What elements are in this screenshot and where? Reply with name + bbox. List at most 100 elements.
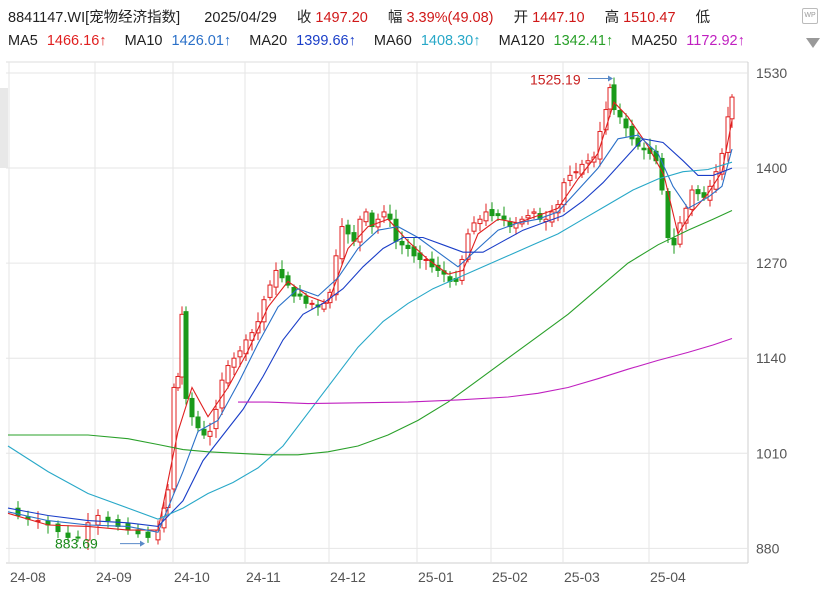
header-bar: 8841147.WI[宠物经济指数] 2025/04/29 收 1497.20 … [8,6,710,28]
candle-body [189,397,195,418]
ma10-value: 1426.01↑ [171,33,232,49]
ma250-value: 1172.92↑ [686,33,745,49]
candle-body [729,96,735,120]
candle-body [405,244,411,250]
ma120-label: MA120 [498,33,545,49]
candle-body [195,416,201,429]
ma-line-ma20 [7,138,733,527]
candle-body [65,532,71,538]
candle-body [95,514,101,526]
candle-body [273,269,279,288]
candle-body [175,375,181,389]
candle-body [701,192,707,198]
ma5-label: MA5 [8,33,38,49]
max-price-label: 1525.19 [530,71,581,87]
quote-date: 2025/04/29 [204,10,277,26]
ma60-label: MA60 [373,33,412,49]
candle-body [321,302,327,310]
y-tick-label: 1270 [756,255,787,271]
candle-body [171,386,177,490]
high-value: 1510.47 [623,10,676,26]
y-tick-label: 1400 [756,160,787,176]
candle-body [225,365,231,384]
max-annotation-arrow [608,75,613,82]
candle-body [525,215,531,219]
candle-body [75,536,81,539]
triangle-down-icon[interactable] [806,38,820,48]
candle-body [537,213,543,220]
y-tick-label: 1010 [756,445,787,461]
candle-body [231,357,237,368]
candle-body [629,125,635,140]
candle-body [459,258,465,281]
candle-body [369,212,375,228]
candle-body [549,211,555,223]
ma-legend: MA5 1466.16↑ MA10 1426.01↑ MA20 1399.66↑… [8,33,745,55]
candle-body [285,275,291,286]
x-tick-label: 25-04 [650,569,686,585]
y-tick-label: 1140 [756,350,786,366]
high-label: 高 [604,10,620,26]
min-price-label: 883.69 [55,536,98,552]
candle-body [333,255,339,296]
candle-body [591,156,597,163]
x-tick-label: 24-11 [246,569,281,585]
candle-body [297,293,303,297]
ma-line-ma120 [8,209,733,456]
candle-body [671,237,677,246]
candle-body [689,189,695,210]
candle-body [617,110,623,118]
candle-body [683,207,689,224]
candle-body [607,87,613,110]
ma20-label: MA20 [249,33,288,49]
ma-line-ma10 [7,134,733,533]
candle-body [115,519,121,527]
candle-body [489,209,495,217]
candle-body [105,516,111,522]
watermark-icon: WP [802,8,818,24]
ma5-value: 1466.16↑ [46,33,107,49]
candle-body [201,428,207,436]
low-label: 低 [695,10,711,26]
y-tick-label: 880 [756,540,780,556]
candle-body [417,252,423,260]
candle-body [303,295,309,304]
candle-body [55,523,61,533]
candle-body [213,408,219,430]
index-code: 8841147.WI[宠物经济指数] [8,10,181,26]
candle-body [477,218,483,225]
candle-body [567,174,573,181]
min-annotation-arrow [140,540,145,547]
ma20-value: 1399.66↑ [296,33,356,49]
candle-body [531,211,537,214]
close-value: 1497.20 [315,10,368,26]
candle-body [309,302,315,305]
candle-body [659,157,665,191]
candle-body [381,211,387,218]
x-tick-label: 25-02 [492,569,528,585]
x-tick-label: 25-03 [564,569,600,585]
panel-edge-handle [0,88,8,168]
candle-body [483,211,489,222]
open-value: 1447.10 [532,10,585,26]
candle-body [179,313,185,378]
ma-line-ma60 [7,161,733,520]
candle-body [85,522,91,541]
x-tick-label: 24-09 [96,569,132,585]
candle-body [585,160,591,164]
candle-body [641,147,647,151]
candle-body [471,222,477,232]
candle-body [207,430,213,437]
candle-body [267,284,273,298]
ma-line-ma250 [238,337,733,405]
x-tick-label: 24-10 [174,569,210,585]
candle-body [237,350,243,358]
candle-body [611,84,617,111]
open-label: 开 [513,10,529,26]
candle-body [387,213,393,220]
candle-body [255,321,261,334]
candle-body [501,215,507,220]
x-tick-label: 25-01 [418,569,454,585]
candle-body [145,531,151,538]
change-label: 幅 [387,10,403,26]
